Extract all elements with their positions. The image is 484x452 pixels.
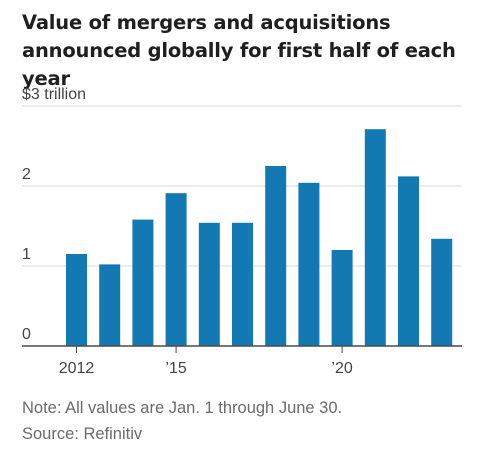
y-tick-label: $3 trillion	[22, 86, 86, 103]
y-tick-label: 2	[22, 166, 31, 183]
y-tick-label: 0	[22, 326, 31, 343]
y-axis-labels: $3 trillion 2 1 0	[22, 86, 86, 343]
bar-2014	[132, 219, 154, 346]
bar-2018	[265, 166, 287, 346]
x-axis: 2012 ’15 ’20	[22, 345, 462, 377]
x-tick-label: 2012	[59, 360, 95, 377]
chart-title: Value of mergers and acquisitions announ…	[22, 11, 456, 90]
bars	[66, 129, 453, 346]
bar-2017	[232, 222, 253, 346]
bar-2023	[431, 238, 453, 346]
y-tick-label: 1	[22, 246, 31, 263]
x-tick-label: ’20	[331, 360, 352, 377]
bar-2022	[398, 176, 419, 346]
bar-2020	[331, 250, 353, 346]
bar-2016	[198, 222, 220, 346]
x-tick-label: ’15	[165, 360, 186, 377]
bar-2019	[298, 182, 320, 346]
bar-2021	[364, 129, 386, 346]
bar-2013	[99, 264, 121, 346]
footnote: Note: All values are Jan. 1 through June…	[22, 399, 343, 417]
source-note: Source: Refinitiv	[22, 425, 143, 443]
bar-2012	[66, 254, 87, 346]
bar-2015	[165, 193, 187, 346]
